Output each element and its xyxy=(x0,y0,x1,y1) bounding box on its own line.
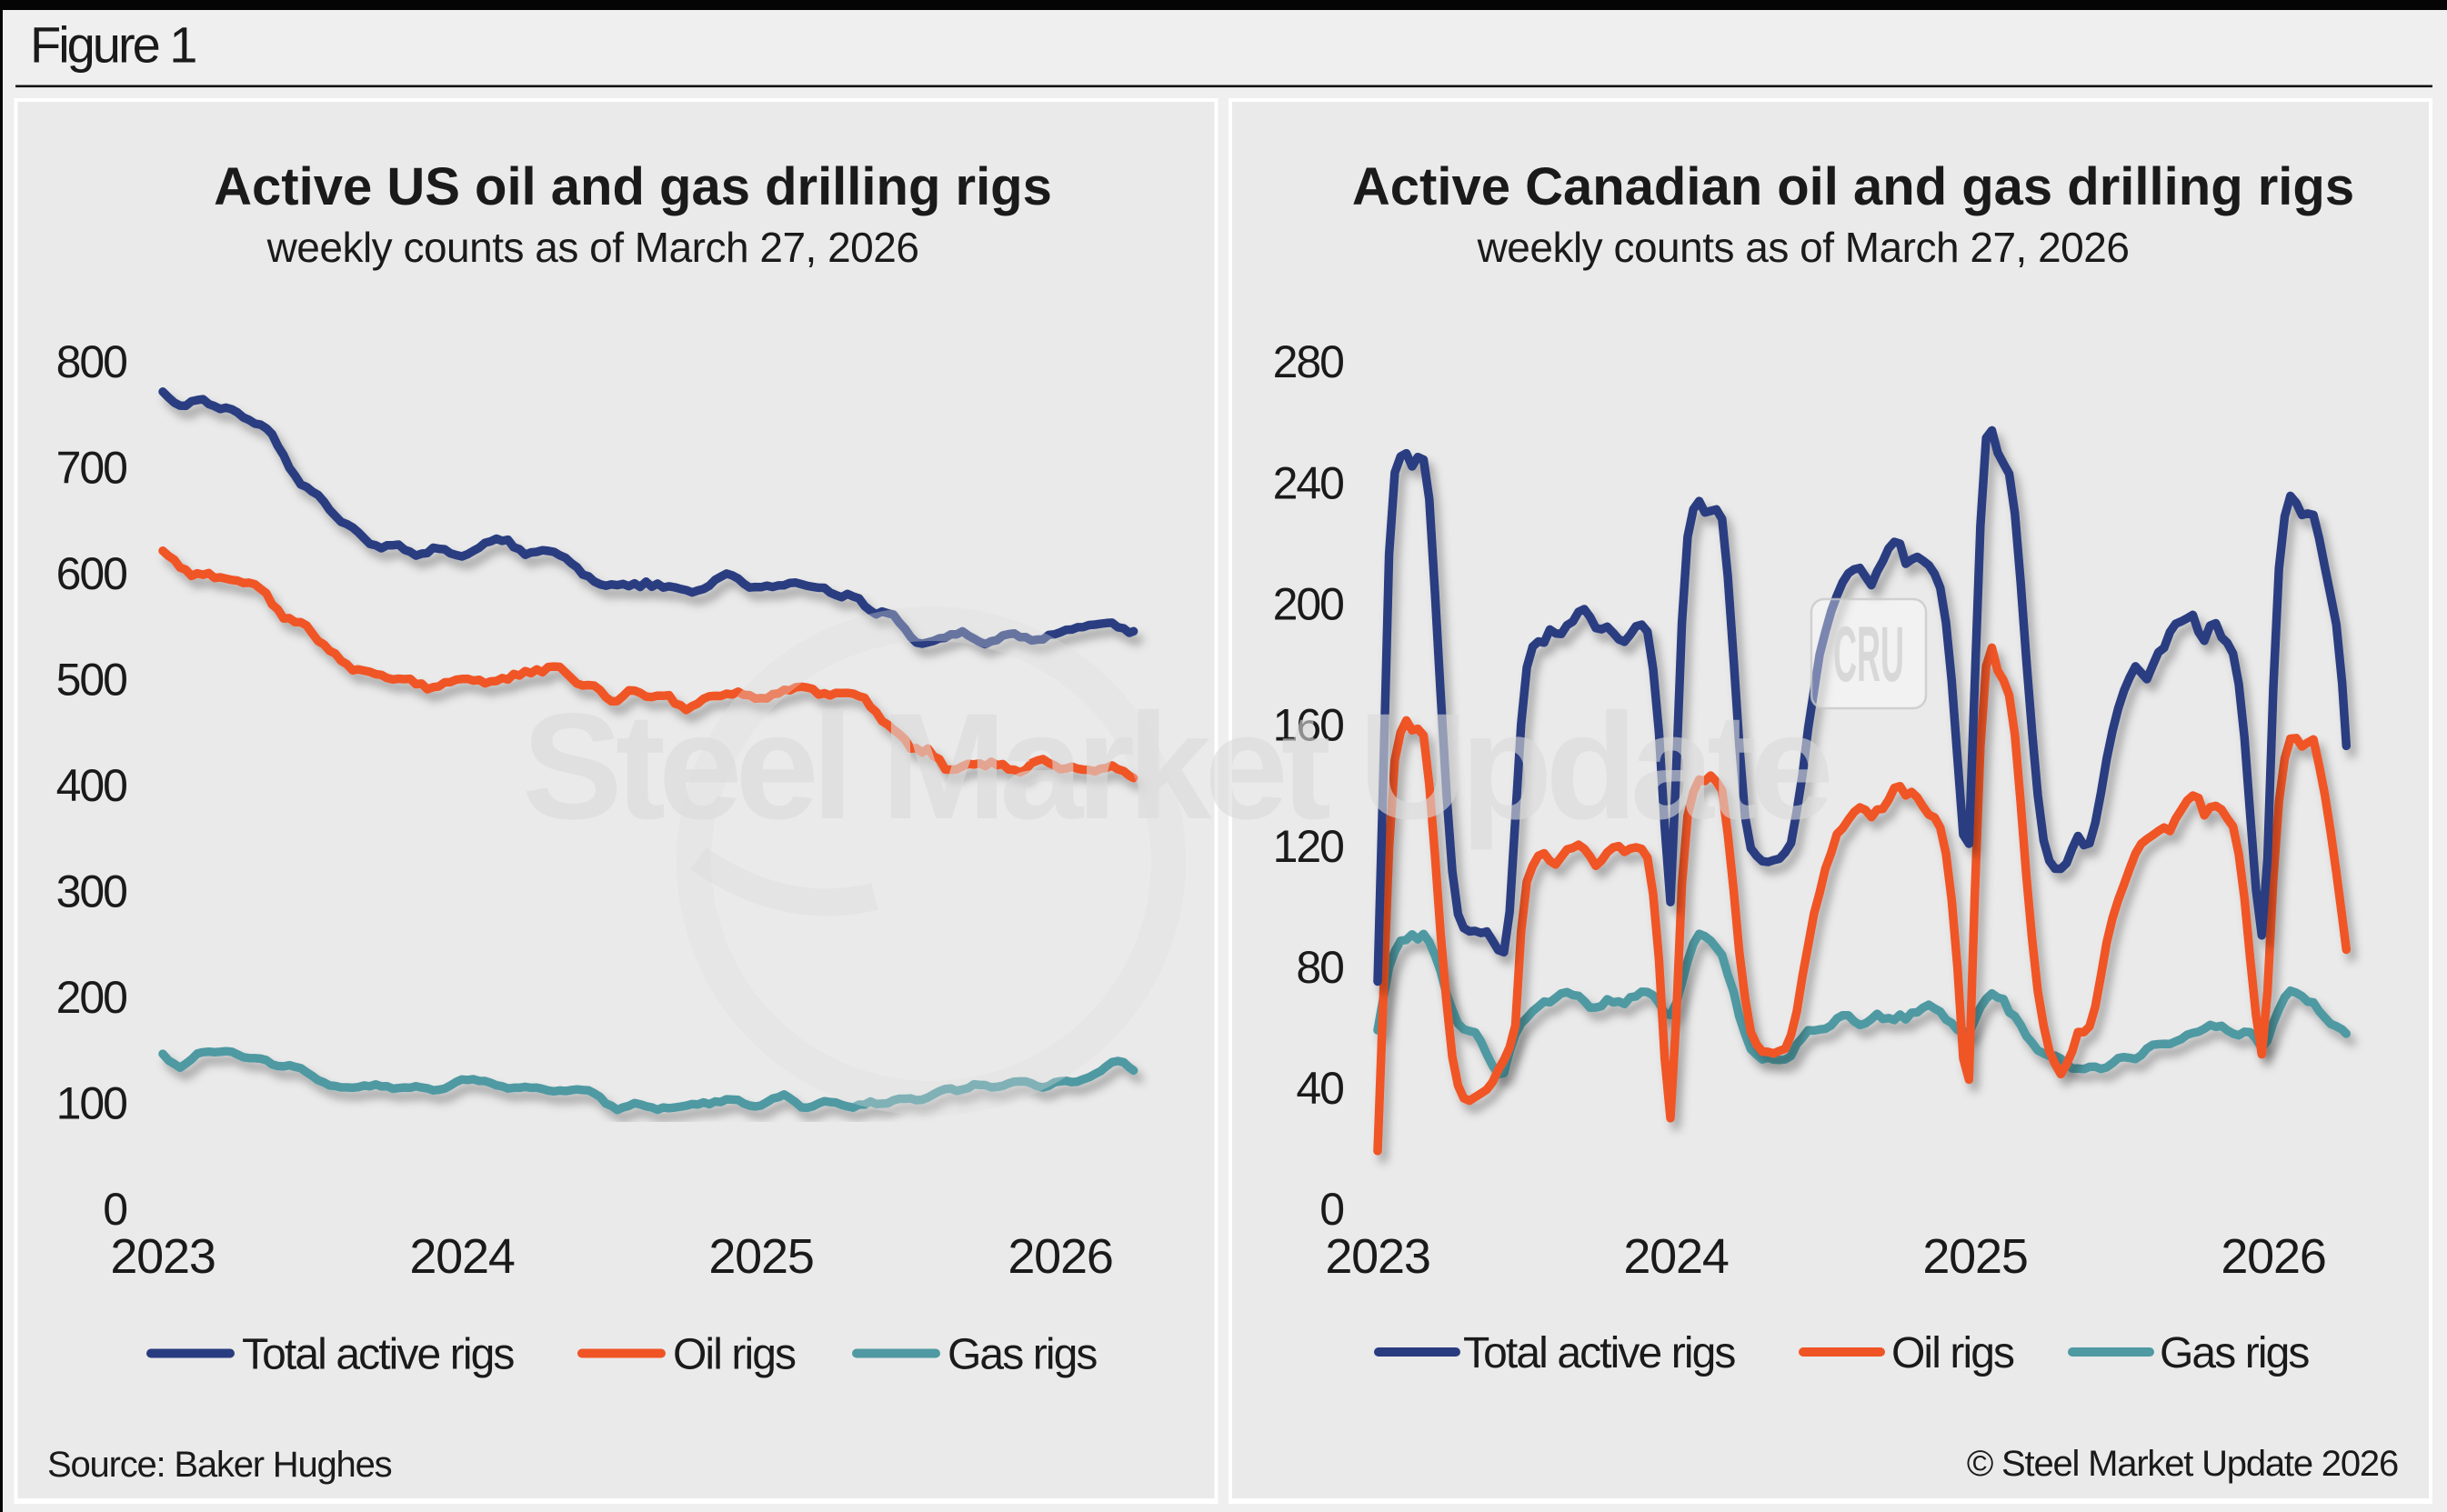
svg-text:Total active rigs: Total active rigs xyxy=(242,1331,514,1379)
svg-text:0: 0 xyxy=(103,1184,126,1235)
svg-text:2024: 2024 xyxy=(1623,1229,1728,1284)
svg-text:© Steel Market Update 2026: © Steel Market Update 2026 xyxy=(1967,1444,2398,1484)
svg-text:200: 200 xyxy=(56,972,127,1023)
svg-text:40: 40 xyxy=(1296,1063,1343,1114)
svg-text:Active Canadian oil and gas dr: Active Canadian oil and gas drilling rig… xyxy=(1352,157,2354,216)
svg-text:2025: 2025 xyxy=(1922,1229,2027,1284)
svg-text:Active US oil and gas drilling: Active US oil and gas drilling rigs xyxy=(214,157,1052,216)
svg-text:400: 400 xyxy=(56,760,127,811)
svg-text:100: 100 xyxy=(56,1078,127,1129)
svg-text:weekly counts as of March 27,: weekly counts as of March 27, 2026 xyxy=(1477,224,2130,271)
svg-text:2026: 2026 xyxy=(1008,1229,1112,1284)
svg-text:2023: 2023 xyxy=(110,1229,215,1284)
svg-text:280: 280 xyxy=(1273,336,1344,387)
svg-text:80: 80 xyxy=(1296,942,1343,993)
svg-text:Oil rigs: Oil rigs xyxy=(673,1331,796,1379)
svg-text:120: 120 xyxy=(1273,821,1344,872)
svg-text:weekly counts as of March 27,: weekly counts as of March 27, 2026 xyxy=(266,224,919,271)
svg-text:2023: 2023 xyxy=(1325,1229,1429,1284)
svg-text:700: 700 xyxy=(56,443,127,494)
svg-text:2026: 2026 xyxy=(2221,1229,2325,1284)
svg-text:Source: Baker Hughes: Source: Baker Hughes xyxy=(47,1445,392,1485)
svg-text:Gas rigs: Gas rigs xyxy=(2160,1329,2309,1377)
svg-text:500: 500 xyxy=(56,655,127,706)
svg-text:200: 200 xyxy=(1273,579,1344,630)
svg-text:300: 300 xyxy=(56,866,127,917)
svg-text:600: 600 xyxy=(56,548,127,599)
svg-text:2024: 2024 xyxy=(409,1229,514,1284)
svg-text:160: 160 xyxy=(1273,700,1344,751)
svg-text:Total active rigs: Total active rigs xyxy=(1463,1329,1735,1377)
svg-text:Figure 1: Figure 1 xyxy=(30,16,196,74)
svg-text:Gas rigs: Gas rigs xyxy=(948,1331,1097,1379)
svg-text:0: 0 xyxy=(1319,1184,1343,1235)
svg-text:Steel Market Update: Steel Market Update xyxy=(522,683,1829,851)
svg-text:Oil rigs: Oil rigs xyxy=(1891,1329,2014,1377)
svg-text:CRU: CRU xyxy=(1833,611,1904,698)
svg-text:2025: 2025 xyxy=(708,1229,813,1284)
svg-text:240: 240 xyxy=(1273,457,1344,508)
svg-text:800: 800 xyxy=(56,336,127,387)
